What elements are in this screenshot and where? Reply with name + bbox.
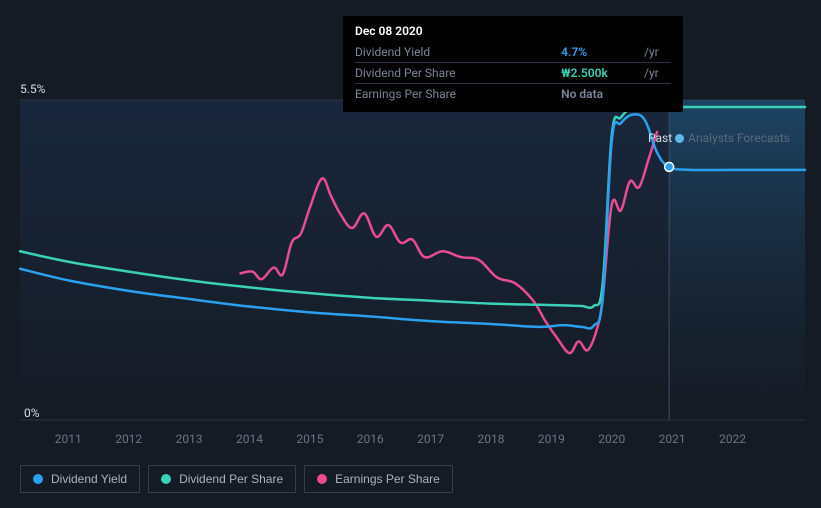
legend-swatch-icon — [317, 474, 327, 484]
chart-legend: Dividend Yield Dividend Per Share Earnings… — [20, 465, 453, 493]
x-tick: 2022 — [719, 432, 746, 446]
x-tick: 2011 — [55, 432, 82, 446]
x-tick: 2020 — [598, 432, 625, 446]
hover-marker — [665, 162, 674, 171]
x-tick: 2014 — [236, 432, 263, 446]
tooltip-label: Dividend Yield — [355, 42, 561, 63]
legend-label: Dividend Per Share — [179, 472, 283, 486]
legend-swatch-icon — [33, 474, 43, 484]
tooltip-label: Dividend Per Share — [355, 63, 561, 84]
tooltip-value: 4.7% — [561, 42, 642, 63]
tooltip-unit: /yr — [642, 63, 671, 84]
tooltip-value: No data — [561, 84, 642, 105]
x-tick: 2017 — [417, 432, 444, 446]
x-tick: 2021 — [659, 432, 686, 446]
legend-dividend-yield[interactable]: Dividend Yield — [20, 465, 140, 493]
hover-tooltip: Dec 08 2020 Dividend Yield4.7%/yrDividen… — [343, 16, 683, 112]
y-axis-min-label: 0% — [24, 406, 40, 420]
tooltip-value: ₩2.500k — [561, 63, 642, 84]
tooltip-row: Earnings Per ShareNo data — [355, 84, 671, 105]
y-axis-max-label: 5.5% — [20, 82, 45, 96]
past-label: Past — [648, 131, 672, 145]
x-tick: 2013 — [176, 432, 203, 446]
legend-label: Dividend Yield — [51, 472, 127, 486]
x-tick: 2015 — [296, 432, 323, 446]
forecast-dot-icon — [675, 134, 684, 143]
x-tick: 2018 — [478, 432, 505, 446]
tooltip-label: Earnings Per Share — [355, 84, 561, 105]
analysts-forecasts-label: Analysts Forecasts — [675, 131, 790, 145]
tooltip-unit — [642, 84, 671, 105]
legend-dividend-per-share[interactable]: Dividend Per Share — [148, 465, 296, 493]
x-tick: 2012 — [115, 432, 142, 446]
tooltip-date: Dec 08 2020 — [355, 24, 671, 38]
legend-earnings-per-share[interactable]: Earnings Per Share — [304, 465, 453, 493]
tooltip-unit: /yr — [642, 42, 671, 63]
legend-swatch-icon — [161, 474, 171, 484]
tooltip-row: Dividend Yield4.7%/yr — [355, 42, 671, 63]
legend-label: Earnings Per Share — [335, 472, 440, 486]
x-tick: 2019 — [538, 432, 565, 446]
tooltip-row: Dividend Per Share₩2.500k/yr — [355, 63, 671, 84]
x-tick: 2016 — [357, 432, 384, 446]
forecast-text: Analysts Forecasts — [688, 131, 790, 145]
